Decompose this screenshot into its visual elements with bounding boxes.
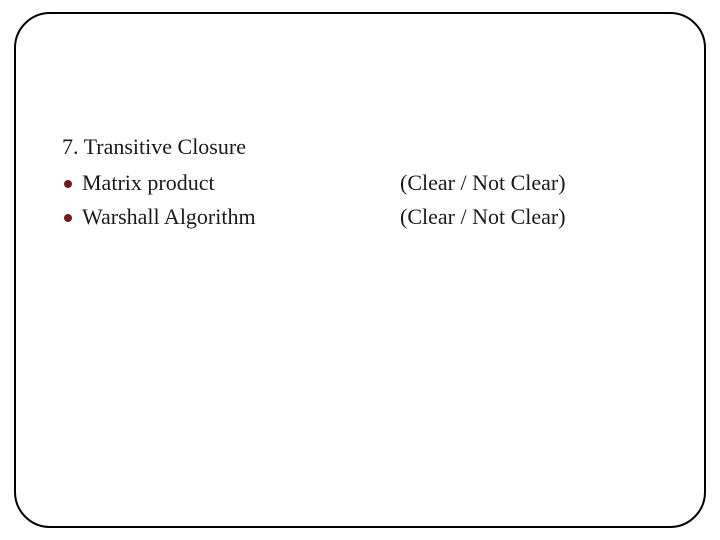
list-item: Matrix product (Clear / Not Clear) bbox=[62, 166, 658, 200]
item-label: Matrix product bbox=[82, 166, 215, 200]
slide-frame bbox=[14, 12, 706, 528]
slide-content: 7. Transitive Closure Matrix product (Cl… bbox=[62, 130, 658, 234]
section-heading: 7. Transitive Closure bbox=[62, 130, 658, 164]
item-status: (Clear / Not Clear) bbox=[400, 166, 566, 200]
bullet-icon bbox=[64, 180, 72, 188]
item-label: Warshall Algorithm bbox=[82, 200, 256, 234]
list-item: Warshall Algorithm (Clear / Not Clear) bbox=[62, 200, 658, 234]
item-status: (Clear / Not Clear) bbox=[400, 200, 566, 234]
bullet-icon bbox=[64, 214, 72, 222]
